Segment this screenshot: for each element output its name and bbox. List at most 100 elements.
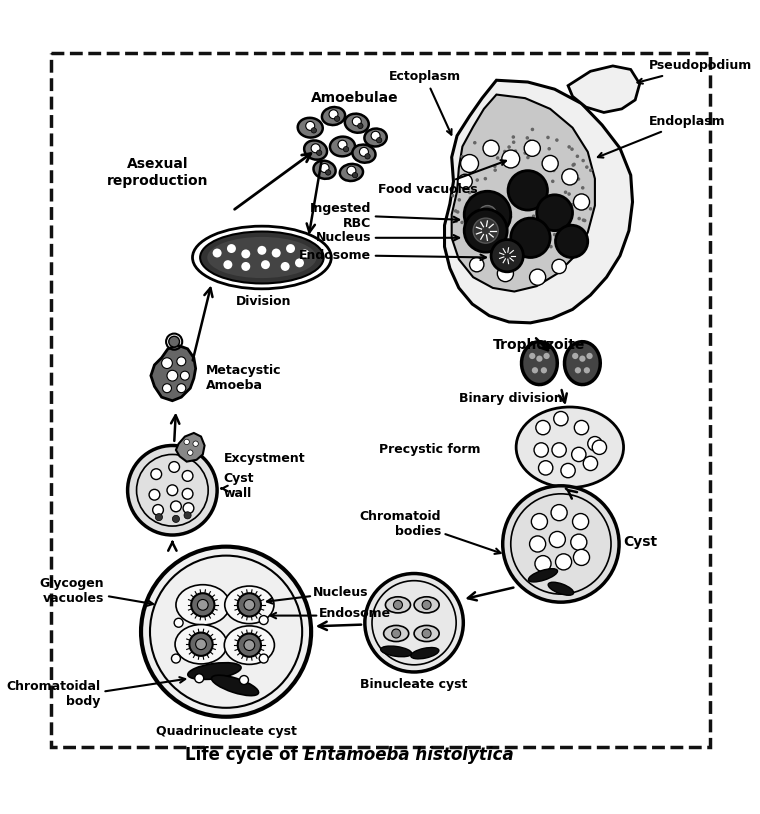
Circle shape [586, 166, 588, 168]
Circle shape [592, 440, 606, 454]
Circle shape [150, 556, 302, 708]
Circle shape [213, 248, 222, 257]
Circle shape [470, 257, 484, 272]
Circle shape [494, 165, 496, 168]
Circle shape [530, 221, 533, 222]
Circle shape [422, 629, 431, 638]
Ellipse shape [322, 107, 345, 125]
Ellipse shape [304, 141, 327, 160]
Ellipse shape [330, 137, 355, 156]
Circle shape [188, 450, 193, 455]
Polygon shape [565, 342, 600, 384]
Circle shape [358, 123, 363, 129]
Circle shape [578, 178, 580, 180]
Circle shape [527, 234, 530, 236]
Circle shape [170, 501, 182, 512]
Polygon shape [451, 94, 595, 291]
Circle shape [563, 205, 565, 207]
Circle shape [169, 336, 179, 347]
Text: Endosome: Endosome [299, 249, 371, 262]
Circle shape [508, 171, 547, 210]
Circle shape [582, 160, 584, 162]
Ellipse shape [298, 118, 323, 138]
Circle shape [182, 470, 193, 481]
Circle shape [353, 173, 358, 177]
Circle shape [499, 243, 501, 245]
Text: Ectoplasm: Ectoplasm [389, 70, 461, 134]
Circle shape [501, 162, 503, 164]
Circle shape [193, 441, 198, 446]
Circle shape [587, 436, 602, 451]
Circle shape [531, 129, 534, 130]
Circle shape [182, 488, 193, 499]
Circle shape [524, 152, 526, 154]
Circle shape [527, 177, 530, 180]
Circle shape [505, 248, 508, 251]
Circle shape [272, 248, 280, 257]
Circle shape [533, 215, 534, 217]
Circle shape [306, 121, 315, 130]
Polygon shape [151, 345, 195, 400]
Circle shape [542, 155, 558, 172]
Circle shape [334, 116, 340, 121]
Circle shape [494, 169, 496, 171]
Circle shape [573, 164, 575, 165]
Ellipse shape [528, 569, 558, 582]
Circle shape [550, 246, 552, 247]
Text: Nucleus: Nucleus [315, 231, 371, 244]
Circle shape [532, 367, 538, 374]
Circle shape [457, 211, 459, 213]
Circle shape [547, 137, 549, 138]
Circle shape [195, 674, 204, 683]
Circle shape [464, 209, 507, 252]
Circle shape [551, 505, 567, 521]
Circle shape [524, 140, 540, 156]
Circle shape [559, 212, 561, 215]
Circle shape [590, 169, 592, 172]
Text: Binary division: Binary division [459, 392, 562, 405]
Circle shape [261, 260, 270, 269]
Text: Metacystic
Amoeba: Metacystic Amoeba [205, 365, 281, 392]
Circle shape [556, 139, 558, 141]
Circle shape [180, 371, 189, 380]
Circle shape [519, 201, 521, 204]
Circle shape [461, 155, 464, 158]
Circle shape [502, 486, 619, 602]
Circle shape [548, 147, 550, 150]
Ellipse shape [364, 129, 387, 147]
Circle shape [489, 225, 491, 228]
Text: Endoplasm: Endoplasm [598, 115, 725, 158]
Circle shape [238, 593, 261, 616]
Circle shape [372, 580, 456, 665]
Ellipse shape [175, 624, 227, 664]
Circle shape [511, 494, 611, 594]
Circle shape [468, 160, 470, 161]
Circle shape [192, 593, 214, 616]
Circle shape [483, 140, 499, 156]
Circle shape [578, 217, 580, 220]
Circle shape [316, 150, 322, 155]
Circle shape [239, 676, 249, 685]
Circle shape [556, 225, 587, 257]
Circle shape [466, 225, 467, 228]
Text: Entamoeba histolytica: Entamoeba histolytica [304, 746, 514, 764]
Circle shape [492, 201, 494, 204]
Text: Nucleus: Nucleus [313, 586, 369, 599]
Text: Quadrinucleate cyst: Quadrinucleate cyst [156, 724, 296, 737]
Circle shape [496, 157, 499, 159]
Circle shape [376, 138, 382, 143]
Circle shape [461, 155, 479, 173]
Circle shape [572, 447, 586, 462]
Circle shape [169, 462, 179, 472]
Circle shape [572, 514, 589, 530]
Circle shape [320, 164, 329, 173]
Circle shape [155, 514, 163, 521]
Circle shape [177, 383, 185, 392]
Text: Endosome: Endosome [319, 607, 391, 620]
Circle shape [536, 191, 538, 193]
Text: Amoebulae: Amoebulae [311, 91, 399, 105]
Circle shape [162, 358, 173, 369]
Circle shape [371, 131, 380, 140]
Circle shape [568, 223, 571, 225]
Circle shape [486, 239, 488, 241]
